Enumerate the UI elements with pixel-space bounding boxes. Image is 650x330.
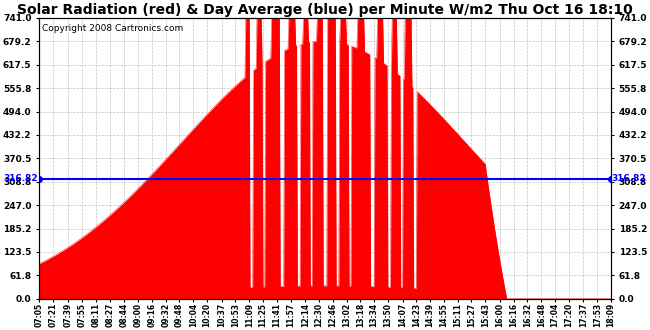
Text: 316.82: 316.82	[612, 174, 646, 183]
Text: 316.82: 316.82	[4, 174, 38, 183]
Text: Copyright 2008 Cartronics.com: Copyright 2008 Cartronics.com	[42, 23, 183, 33]
Title: Solar Radiation (red) & Day Average (blue) per Minute W/m2 Thu Oct 16 18:10: Solar Radiation (red) & Day Average (blu…	[17, 3, 633, 17]
